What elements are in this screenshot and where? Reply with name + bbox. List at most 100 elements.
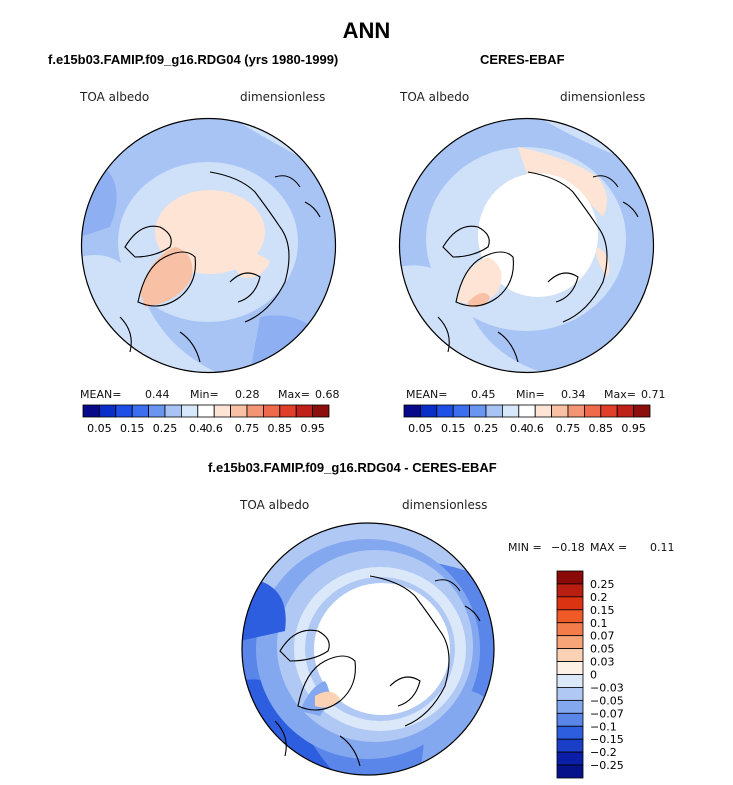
panel-1-variable-label: TOA albedo bbox=[80, 90, 150, 104]
panel-2-colorbar-box bbox=[567, 404, 585, 418]
panel-2-colorbar-box bbox=[616, 404, 634, 418]
diff-colorbar-box bbox=[556, 751, 584, 766]
panel-1-colorbar-box bbox=[115, 404, 133, 418]
diff-colorbar-tick-label: −0.1 bbox=[590, 720, 617, 733]
panel-2-mean-label: MEAN= bbox=[406, 388, 448, 401]
panel-2-colorbar-box bbox=[469, 404, 487, 418]
diff-colorbar-box bbox=[556, 699, 584, 714]
panel-1-colorbar-tick-label: 0.85 bbox=[268, 422, 293, 435]
panel-2-colorbar-tick-label: 0.15 bbox=[441, 422, 466, 435]
panel-1-colorbar-box bbox=[246, 404, 264, 418]
diff-colorbar-box bbox=[556, 635, 584, 650]
panel-2-colorbar-tick-label: 0.25 bbox=[474, 422, 499, 435]
panel-2-colorbar-box bbox=[534, 404, 552, 418]
diff-colorbar-box bbox=[556, 738, 584, 753]
diff-colorbar-tick-label: −0.05 bbox=[590, 694, 624, 707]
diff-colorbar-tick-label: 0.07 bbox=[590, 630, 615, 643]
diff-colorbar-tick-label: −0.25 bbox=[590, 759, 624, 772]
panel-1-colorbar-box bbox=[262, 404, 281, 418]
panel-1-colorbar-tick-label: 0.75 bbox=[235, 422, 260, 435]
panel-2-min-value: 0.34 bbox=[561, 388, 586, 401]
diff-colorbar-box bbox=[556, 661, 584, 675]
diff-colorbar-box bbox=[556, 712, 584, 727]
diff-panel-title: f.e15b03.FAMIP.f09_g16.RDG04 - CERES-EBA… bbox=[208, 460, 497, 475]
diff-colorbar: 0.250.20.150.10.070.050.030−0.03−0.05 −0.… bbox=[556, 570, 624, 779]
diff-panel-stats: MIN = −0.18 MAX = 0.11 bbox=[508, 541, 678, 555]
diff-colorbar-tick-label: −0.2 bbox=[590, 746, 617, 759]
panel-2-colorbar-tick-label: 0.6 bbox=[526, 422, 544, 435]
diff-colorbar-box bbox=[556, 570, 584, 585]
diff-colorbar-tick-label: 0 bbox=[590, 669, 597, 682]
diff-colorbar-box bbox=[556, 609, 584, 624]
panel-1-colorbar-tick-label: 0.25 bbox=[153, 422, 178, 435]
diff-colorbar-tick-label: −0.03 bbox=[590, 681, 624, 694]
panel-2-colorbar-box bbox=[502, 404, 520, 418]
panel-1-stats: MEAN= 0.44 Min= 0.28 Max= 0.68 bbox=[80, 388, 340, 402]
panel-1-min-value: 0.28 bbox=[235, 388, 260, 401]
panel-1-title: f.e15b03.FAMIP.f09_g16.RDG04 (yrs 1980-1… bbox=[48, 52, 339, 67]
diff-polar-map bbox=[241, 522, 495, 776]
panel-1-colorbar-box bbox=[82, 404, 100, 418]
diff-colorbar-tick-label: 0.03 bbox=[590, 656, 615, 669]
diff-panel-variable-label: TOA albedo bbox=[240, 498, 310, 512]
panel-2-colorbar-box bbox=[436, 404, 454, 418]
panel-1-min-label: Min= bbox=[190, 388, 219, 401]
panel-2-colorbar-tick-label: 0.85 bbox=[589, 422, 614, 435]
panel-1-polar-map bbox=[80, 117, 337, 374]
panel-2-colorbar-box bbox=[403, 404, 421, 418]
diff-colorbar-box bbox=[556, 764, 584, 779]
panel-2-polar-map bbox=[398, 117, 655, 374]
panel-2-max-label: Max= bbox=[604, 388, 636, 401]
panel-1-units-label: dimensionless bbox=[240, 90, 326, 104]
panel-1-colorbar-box bbox=[148, 404, 166, 418]
diff-colorbar-tick-label: 0.2 bbox=[590, 591, 608, 604]
panel-1-colorbar-box bbox=[312, 404, 330, 418]
panel-1-max-value: 0.68 bbox=[315, 388, 340, 401]
panel-2-colorbar-tick-label: 0.05 bbox=[408, 422, 433, 435]
diff-colorbar-tick-label: 0.1 bbox=[590, 617, 608, 630]
panel-2-stats: MEAN= 0.45 Min= 0.34 Max= 0.71 bbox=[406, 388, 666, 402]
panel-2-units-label: dimensionless bbox=[560, 90, 646, 104]
panel-1-mean-value: 0.44 bbox=[145, 388, 170, 401]
diff-colorbar-tick-label: 0.05 bbox=[590, 643, 615, 656]
panel-2-colorbar-box bbox=[551, 404, 569, 418]
main-title: ANN bbox=[342, 18, 391, 43]
panel-2-colorbar-box bbox=[518, 404, 536, 418]
panel-1-colorbar-tick-label: 0.05 bbox=[87, 422, 112, 435]
panel-2-colorbar-box bbox=[583, 404, 602, 418]
diff-colorbar-box bbox=[556, 674, 584, 688]
panel-1-colorbar-box bbox=[213, 404, 231, 418]
panel-1-colorbar-tick-label: 0.15 bbox=[120, 422, 145, 435]
diff-colorbar-tick-label: 0.25 bbox=[590, 578, 615, 591]
panel-1-colorbar-tick-label: 0.6 bbox=[205, 422, 223, 435]
panel-1-colorbar-tick-label: 0.4 bbox=[189, 422, 207, 435]
diff-max-value: 0.11 bbox=[650, 541, 675, 554]
panel-2-colorbar-box bbox=[452, 404, 471, 418]
panel-2-mean-value: 0.45 bbox=[471, 388, 496, 401]
panel-2-colorbar-box bbox=[633, 404, 651, 418]
panel-2-colorbar-box bbox=[485, 404, 503, 418]
panel-1-colorbar-box bbox=[131, 404, 150, 418]
panel-1-colorbar-box bbox=[164, 404, 182, 418]
diff-colorbar-box bbox=[556, 583, 584, 598]
diff-colorbar-box bbox=[556, 687, 584, 701]
panel-2-colorbar-tick-label: 0.4 bbox=[510, 422, 528, 435]
diff-colorbar-box bbox=[556, 648, 584, 662]
panel-1-colorbar: 0.05 0.15 0.25 0.40.6 0.75 0.85 0.95 bbox=[82, 404, 330, 435]
panel-1-colorbar-tick-label: 0.95 bbox=[300, 422, 325, 435]
panel-2-max-value: 0.71 bbox=[641, 388, 666, 401]
diff-colorbar-box bbox=[556, 725, 584, 740]
panel-1-colorbar-box bbox=[181, 404, 199, 418]
panel-1-colorbar-box bbox=[98, 404, 117, 418]
panel-2-colorbar: 0.05 0.15 0.25 0.40.6 0.75 0.85 0.95 bbox=[403, 404, 651, 435]
diff-min-value: −0.18 bbox=[551, 541, 585, 554]
diff-colorbar-tick-label: 0.15 bbox=[590, 604, 615, 617]
panel-2-title: CERES-EBAF bbox=[480, 52, 565, 67]
diff-colorbar-box bbox=[556, 596, 584, 611]
panel-2-colorbar-box bbox=[419, 404, 438, 418]
panel-1-max-label: Max= bbox=[278, 388, 310, 401]
panel-2-colorbar-tick-label: 0.95 bbox=[621, 422, 646, 435]
panel-2-min-label: Min= bbox=[516, 388, 545, 401]
panel-2-colorbar-box bbox=[600, 404, 618, 418]
panel-1-mean-label: MEAN= bbox=[80, 388, 122, 401]
